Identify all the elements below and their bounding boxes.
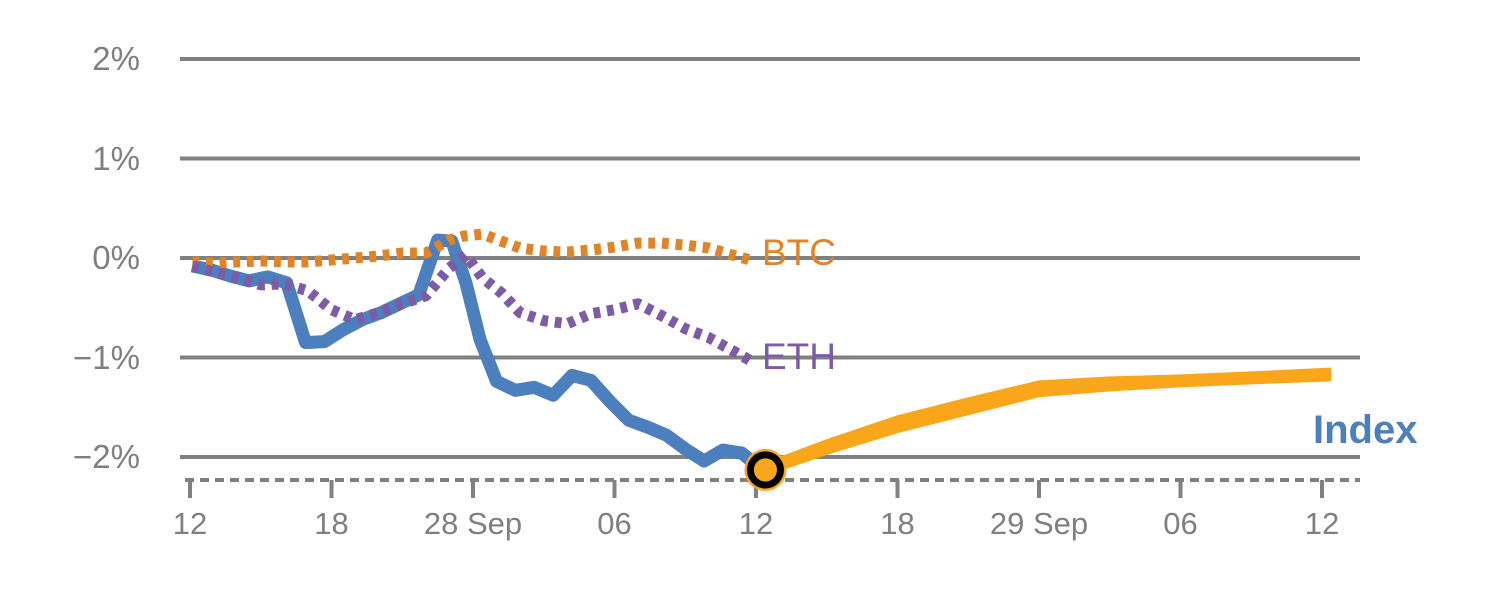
- y-axis-tick-label: 1%: [92, 139, 140, 177]
- series-line-btc: [192, 228, 756, 269]
- series-line-index: [191, 233, 768, 477]
- y-axis-tick-label: −1%: [73, 338, 140, 376]
- series-label-eth: ETH: [762, 336, 836, 377]
- x-axis-tick-label: 18: [880, 506, 915, 541]
- y-axis-tick-label: −2%: [73, 438, 140, 475]
- x-axis-tick-label: 18: [314, 506, 349, 541]
- x-axis-tick-label: 29 Sep: [989, 506, 1089, 541]
- series-label-btc: BTC: [762, 232, 836, 273]
- x-axis-tick-label: 12: [738, 506, 774, 541]
- series-line-eth: [190, 249, 757, 368]
- x-axis-tick-label: 12: [1304, 506, 1340, 541]
- x-axis-tick-label: 06: [1163, 506, 1198, 541]
- y-axis-tick-label: 2%: [92, 40, 140, 77]
- x-axis-tick-label: 28 Sep: [423, 506, 523, 541]
- x-axis-tick-label: 12: [172, 506, 208, 541]
- y-axis-tick-label: 0%: [92, 239, 140, 276]
- x-axis-tick-label: 06: [597, 506, 632, 541]
- current-value-marker[interactable]: [746, 451, 784, 489]
- series-label-index: Index: [1313, 408, 1418, 452]
- forecast-band: [763, 367, 1332, 477]
